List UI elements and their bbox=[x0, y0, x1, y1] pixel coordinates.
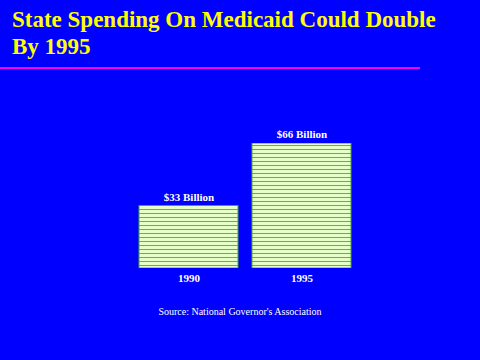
svg-text:1990: 1990 bbox=[178, 272, 201, 284]
svg-text:$33 Billion: $33 Billion bbox=[164, 191, 214, 203]
html-text:Source: National Governor's As: Source: National Governor's Association bbox=[158, 306, 322, 317]
svg-text:$66 Billion: $66 Billion bbox=[277, 128, 327, 140]
html-text:State Spending On Medicaid Cou: State Spending On Medicaid Could Double … bbox=[12, 7, 436, 59]
svg-text:1995: 1995 bbox=[291, 272, 314, 284]
